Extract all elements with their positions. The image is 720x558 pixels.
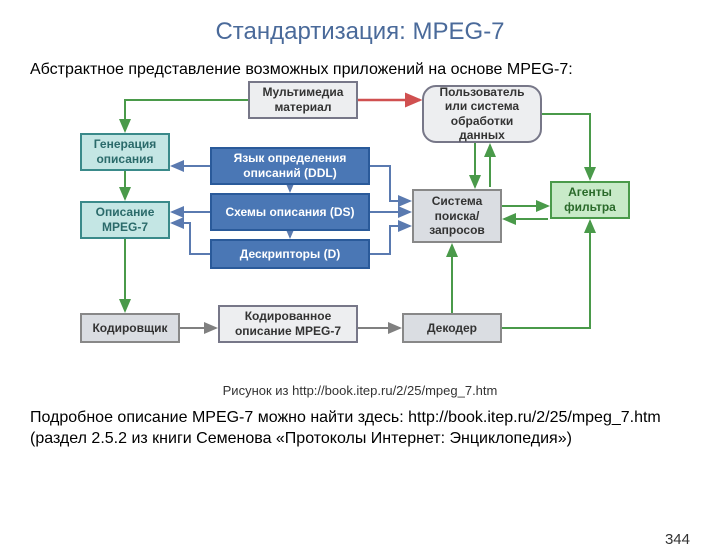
node-coded-desc: Кодированное описание MPEG-7 bbox=[218, 305, 358, 343]
node-decoder: Декодер bbox=[402, 313, 502, 343]
node-label: Кодированное описание MPEG-7 bbox=[224, 309, 352, 338]
node-ddl: Язык определения описаний (DDL) bbox=[210, 147, 370, 185]
node-label: Агенты фильтра bbox=[556, 185, 624, 214]
subtitle-text: Абстрактное представление возможных прил… bbox=[30, 60, 690, 81]
node-label: Схемы описания (DS) bbox=[225, 205, 354, 219]
node-label: Описание MPEG-7 bbox=[86, 205, 164, 234]
node-search-system: Система поиска/ запросов bbox=[412, 189, 502, 243]
footer-text: Подробное описание MPEG-7 можно найти зд… bbox=[30, 408, 690, 450]
node-label: Мультимедиа материал bbox=[254, 85, 352, 114]
node-filter-agents: Агенты фильтра bbox=[550, 181, 630, 219]
node-user-system: Пользователь или система обработки данны… bbox=[422, 85, 542, 143]
node-label: Генерация описания bbox=[86, 137, 164, 166]
node-label: Язык определения описаний (DDL) bbox=[216, 151, 364, 180]
node-label: Пользователь или система обработки данны… bbox=[428, 85, 536, 143]
mpeg7-diagram: Мультимедиа материал Пользователь или си… bbox=[80, 81, 640, 381]
figure-caption: Рисунок из http://book.itep.ru/2/25/mpeg… bbox=[0, 383, 720, 398]
node-label: Декодер bbox=[427, 321, 477, 335]
node-ds: Схемы описания (DS) bbox=[210, 193, 370, 231]
node-label: Дескрипторы (D) bbox=[240, 247, 340, 261]
node-multimedia: Мультимедиа материал bbox=[248, 81, 358, 119]
node-gen-desc: Генерация описания bbox=[80, 133, 170, 171]
node-encoder: Кодировщик bbox=[80, 313, 180, 343]
node-desc-mpeg7: Описание MPEG-7 bbox=[80, 201, 170, 239]
page-title: Стандартизация: MPEG-7 bbox=[0, 18, 720, 46]
node-label: Кодировщик bbox=[92, 321, 167, 335]
node-descriptors: Дескрипторы (D) bbox=[210, 239, 370, 269]
node-label: Система поиска/ запросов bbox=[418, 194, 496, 237]
